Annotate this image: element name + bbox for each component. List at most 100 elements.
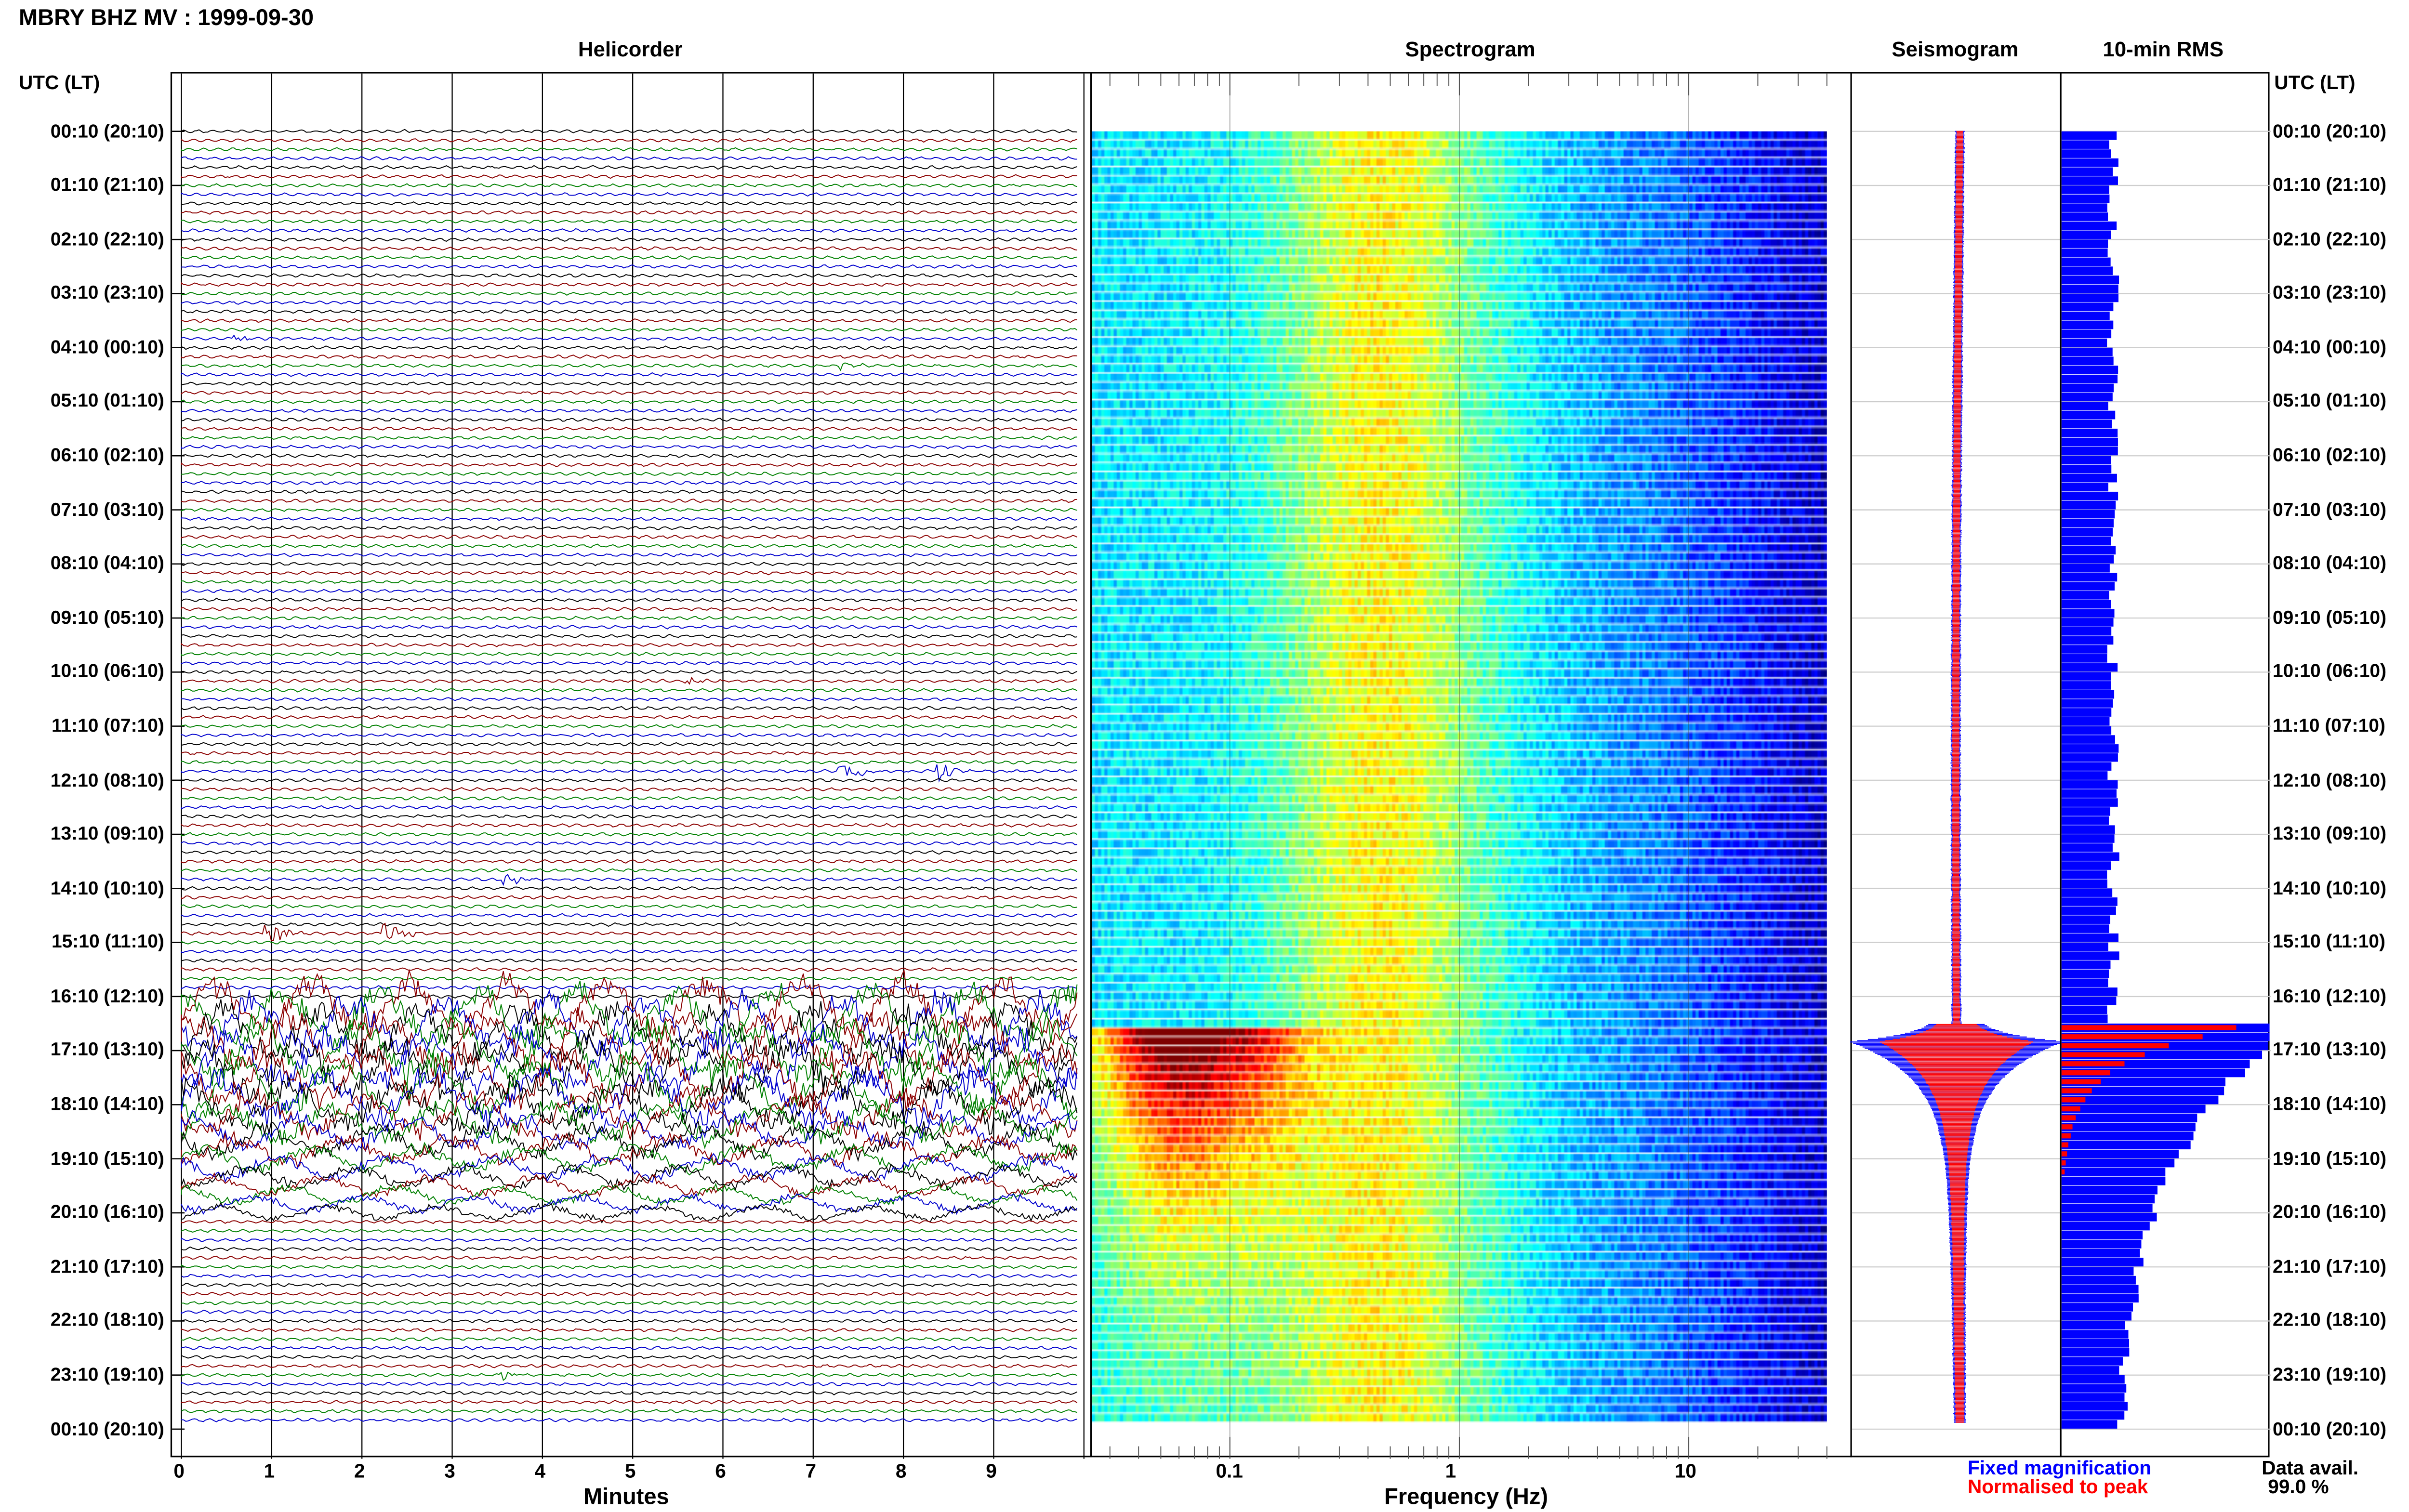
rms-bar-normalised bbox=[2061, 1034, 2203, 1039]
rms-bar-fixed bbox=[2061, 663, 2118, 672]
rms-bar-fixed bbox=[2061, 1375, 2125, 1384]
helicorder-trace bbox=[181, 589, 1077, 593]
helicorder-trace bbox=[181, 904, 1077, 909]
helicorder-trace bbox=[181, 652, 1077, 657]
helicorder-trace bbox=[181, 922, 1077, 927]
rms-bar-fixed bbox=[2061, 816, 2109, 825]
rms-bar-fixed bbox=[2061, 420, 2112, 429]
rms-bar-fixed bbox=[2061, 239, 2108, 248]
rms-bar-normalised bbox=[2061, 1142, 2069, 1148]
rms-bar-fixed bbox=[2061, 393, 2113, 402]
minutes-tick: 1 bbox=[264, 1460, 275, 1483]
helicorder-trace bbox=[181, 706, 1077, 710]
helicorder-trace bbox=[181, 362, 1077, 371]
rms-bar-fixed bbox=[2061, 897, 2118, 906]
helicorder-trace bbox=[181, 616, 1077, 620]
rms-bar-fixed bbox=[2061, 1384, 2127, 1393]
helicorder-trace bbox=[181, 832, 1077, 837]
helicorder-trace bbox=[181, 219, 1077, 224]
helicorder-trace bbox=[181, 165, 1077, 170]
rms-bar-normalised bbox=[2061, 1151, 2067, 1157]
helicorder-trace bbox=[181, 1162, 1077, 1191]
rms-bar-fixed bbox=[2061, 546, 2116, 555]
left-time-label: 11:10 (07:10) bbox=[51, 714, 164, 736]
rms-bar-fixed bbox=[2061, 1078, 2225, 1086]
rms-bar-fixed bbox=[2061, 131, 2117, 140]
rms-bar-fixed bbox=[2061, 203, 2107, 212]
helicorder-trace bbox=[181, 988, 1078, 1060]
helicorder-trace bbox=[181, 697, 1077, 702]
right-time-label: 02:10 (22:10) bbox=[2273, 227, 2387, 250]
rms-bar-fixed bbox=[2061, 798, 2118, 807]
rms-bar-fixed bbox=[2061, 347, 2113, 356]
minutes-tick: 3 bbox=[444, 1460, 455, 1483]
rms-bar-fixed bbox=[2061, 1275, 2136, 1285]
right-time-label: 08:10 (04:10) bbox=[2273, 552, 2387, 574]
left-time-label: 19:10 (15:10) bbox=[50, 1147, 164, 1169]
rms-panel bbox=[2060, 72, 2271, 1458]
left-time-axis-header: UTC (LT) bbox=[18, 72, 100, 94]
rms-bar-fixed bbox=[2061, 987, 2118, 996]
rms-bar-fixed bbox=[2061, 158, 2118, 167]
helicorder-trace bbox=[181, 1418, 1077, 1423]
rms-bar-fixed bbox=[2061, 1185, 2158, 1195]
helicorder-trace bbox=[181, 480, 1077, 485]
rms-bar-normalised bbox=[2061, 1079, 2101, 1085]
rms-bar-fixed bbox=[2061, 726, 2112, 735]
helicorder-trace bbox=[181, 472, 1077, 476]
rms-bar-normalised bbox=[2061, 1160, 2066, 1166]
helicorder-trace bbox=[181, 399, 1077, 404]
minutes-tick: 0 bbox=[173, 1460, 185, 1483]
rms-bar-fixed bbox=[2061, 284, 2118, 293]
spectrogram-axes bbox=[1109, 73, 1827, 1459]
rms-bar-normalised bbox=[2061, 1097, 2086, 1103]
rms-bar-fixed bbox=[2061, 383, 2114, 393]
right-time-label: 14:10 (10:10) bbox=[2273, 876, 2387, 899]
rms-bar-fixed bbox=[2061, 888, 2113, 897]
helicorder-trace bbox=[181, 246, 1077, 251]
helicorder-trace bbox=[181, 129, 1077, 134]
left-time-label: 10:10 (06:10) bbox=[50, 660, 164, 683]
left-time-label: 04:10 (00:10) bbox=[50, 336, 164, 358]
rms-bar-normalised bbox=[2061, 1088, 2092, 1093]
helicorder-trace bbox=[181, 859, 1077, 864]
helicorder-trace bbox=[181, 1108, 1078, 1153]
rms-bar-normalised bbox=[2061, 1133, 2071, 1139]
helicorder-trace bbox=[181, 372, 1077, 377]
rms-bar-fixed bbox=[2061, 735, 2115, 744]
seismogram-normalised-trace bbox=[1880, 131, 2033, 1423]
helicorder-trace bbox=[181, 940, 1077, 945]
right-time-label: 05:10 (01:10) bbox=[2273, 390, 2387, 412]
rms-bar-fixed bbox=[2061, 447, 2118, 456]
rms-bar-fixed bbox=[2061, 1357, 2123, 1366]
rms-bar-normalised bbox=[2061, 1025, 2237, 1030]
rms-bar-fixed bbox=[2061, 996, 2117, 1005]
rms-bar-fixed bbox=[2061, 915, 2110, 924]
right-time-label: 06:10 (02:10) bbox=[2273, 444, 2387, 466]
rms-bar-fixed bbox=[2061, 1114, 2197, 1122]
right-time-label: 19:10 (15:10) bbox=[2273, 1147, 2387, 1169]
left-time-label: 17:10 (13:10) bbox=[50, 1039, 164, 1061]
helicorder-trace bbox=[181, 633, 1077, 639]
helicorder-trace bbox=[181, 688, 1077, 693]
left-time-label: 01:10 (21:10) bbox=[50, 173, 164, 196]
helicorder-trace bbox=[181, 291, 1077, 296]
helicorder-trace bbox=[181, 264, 1077, 269]
helicorder-trace bbox=[181, 676, 1077, 685]
rms-bar-fixed bbox=[2061, 951, 2119, 960]
rms-bar-fixed bbox=[2061, 861, 2111, 870]
rms-bar-fixed bbox=[2061, 699, 2113, 708]
helicorder-trace bbox=[181, 1283, 1077, 1288]
seismogram-plot bbox=[1850, 131, 2064, 1430]
rms-bar-fixed bbox=[2061, 942, 2108, 951]
helicorder-trace bbox=[181, 273, 1077, 278]
helicorder-trace bbox=[181, 1345, 1077, 1351]
rms-bar-fixed bbox=[2061, 429, 2118, 437]
helicorder-trace bbox=[181, 1291, 1077, 1297]
helicorder-trace bbox=[181, 985, 1077, 990]
rms-bar-fixed bbox=[2061, 212, 2108, 221]
rms-bar-normalised bbox=[2061, 1169, 2065, 1175]
data-availability-label: Data avail. bbox=[2262, 1457, 2359, 1479]
helicorder-trace bbox=[181, 968, 1078, 1039]
rms-bar-fixed bbox=[2061, 1267, 2134, 1275]
